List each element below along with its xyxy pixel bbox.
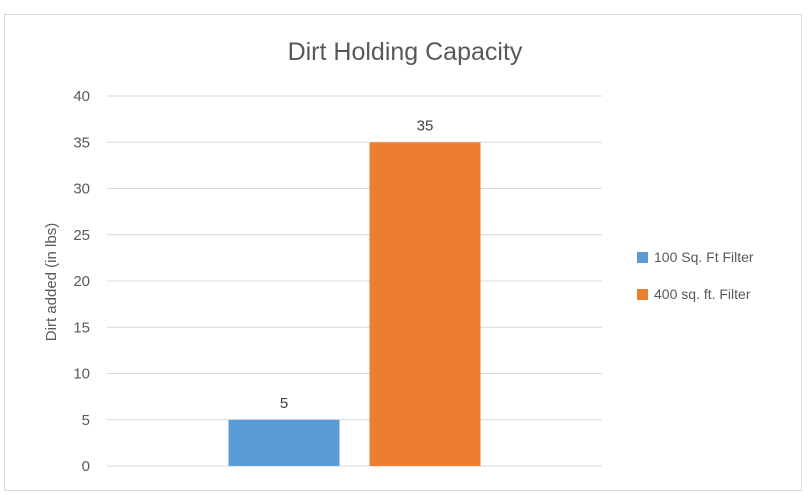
bar-series-1 <box>228 419 340 466</box>
y-tick-label: 30 <box>73 181 90 198</box>
y-tick-label: 0 <box>82 458 90 475</box>
y-tick-label: 10 <box>73 366 90 383</box>
y-axis-label: Dirt added (in lbs) <box>43 223 60 341</box>
data-labels: 5 35 <box>280 117 434 412</box>
data-label: 35 <box>417 117 434 134</box>
chart-title: Dirt Holding Capacity <box>288 38 523 66</box>
legend: 100 Sq. Ft Filter 400 sq. ft. Filter <box>637 249 754 302</box>
y-tick-label: 35 <box>73 134 90 151</box>
bar-series-2 <box>369 142 481 466</box>
y-tick-label: 5 <box>82 412 90 429</box>
y-tick-label: 15 <box>73 319 90 336</box>
y-tick-label: 25 <box>73 227 90 244</box>
legend-swatch <box>637 252 648 263</box>
y-tick-label: 20 <box>73 273 90 290</box>
y-axis-ticks: 0 5 10 15 20 25 30 35 40 <box>73 88 90 475</box>
legend-label: 400 sq. ft. Filter <box>654 286 751 302</box>
y-tick-label: 40 <box>73 88 90 105</box>
data-label: 5 <box>280 395 288 412</box>
bars <box>228 142 481 466</box>
legend-label: 100 Sq. Ft Filter <box>654 249 754 265</box>
legend-swatch <box>637 289 648 300</box>
gridlines <box>107 95 602 467</box>
